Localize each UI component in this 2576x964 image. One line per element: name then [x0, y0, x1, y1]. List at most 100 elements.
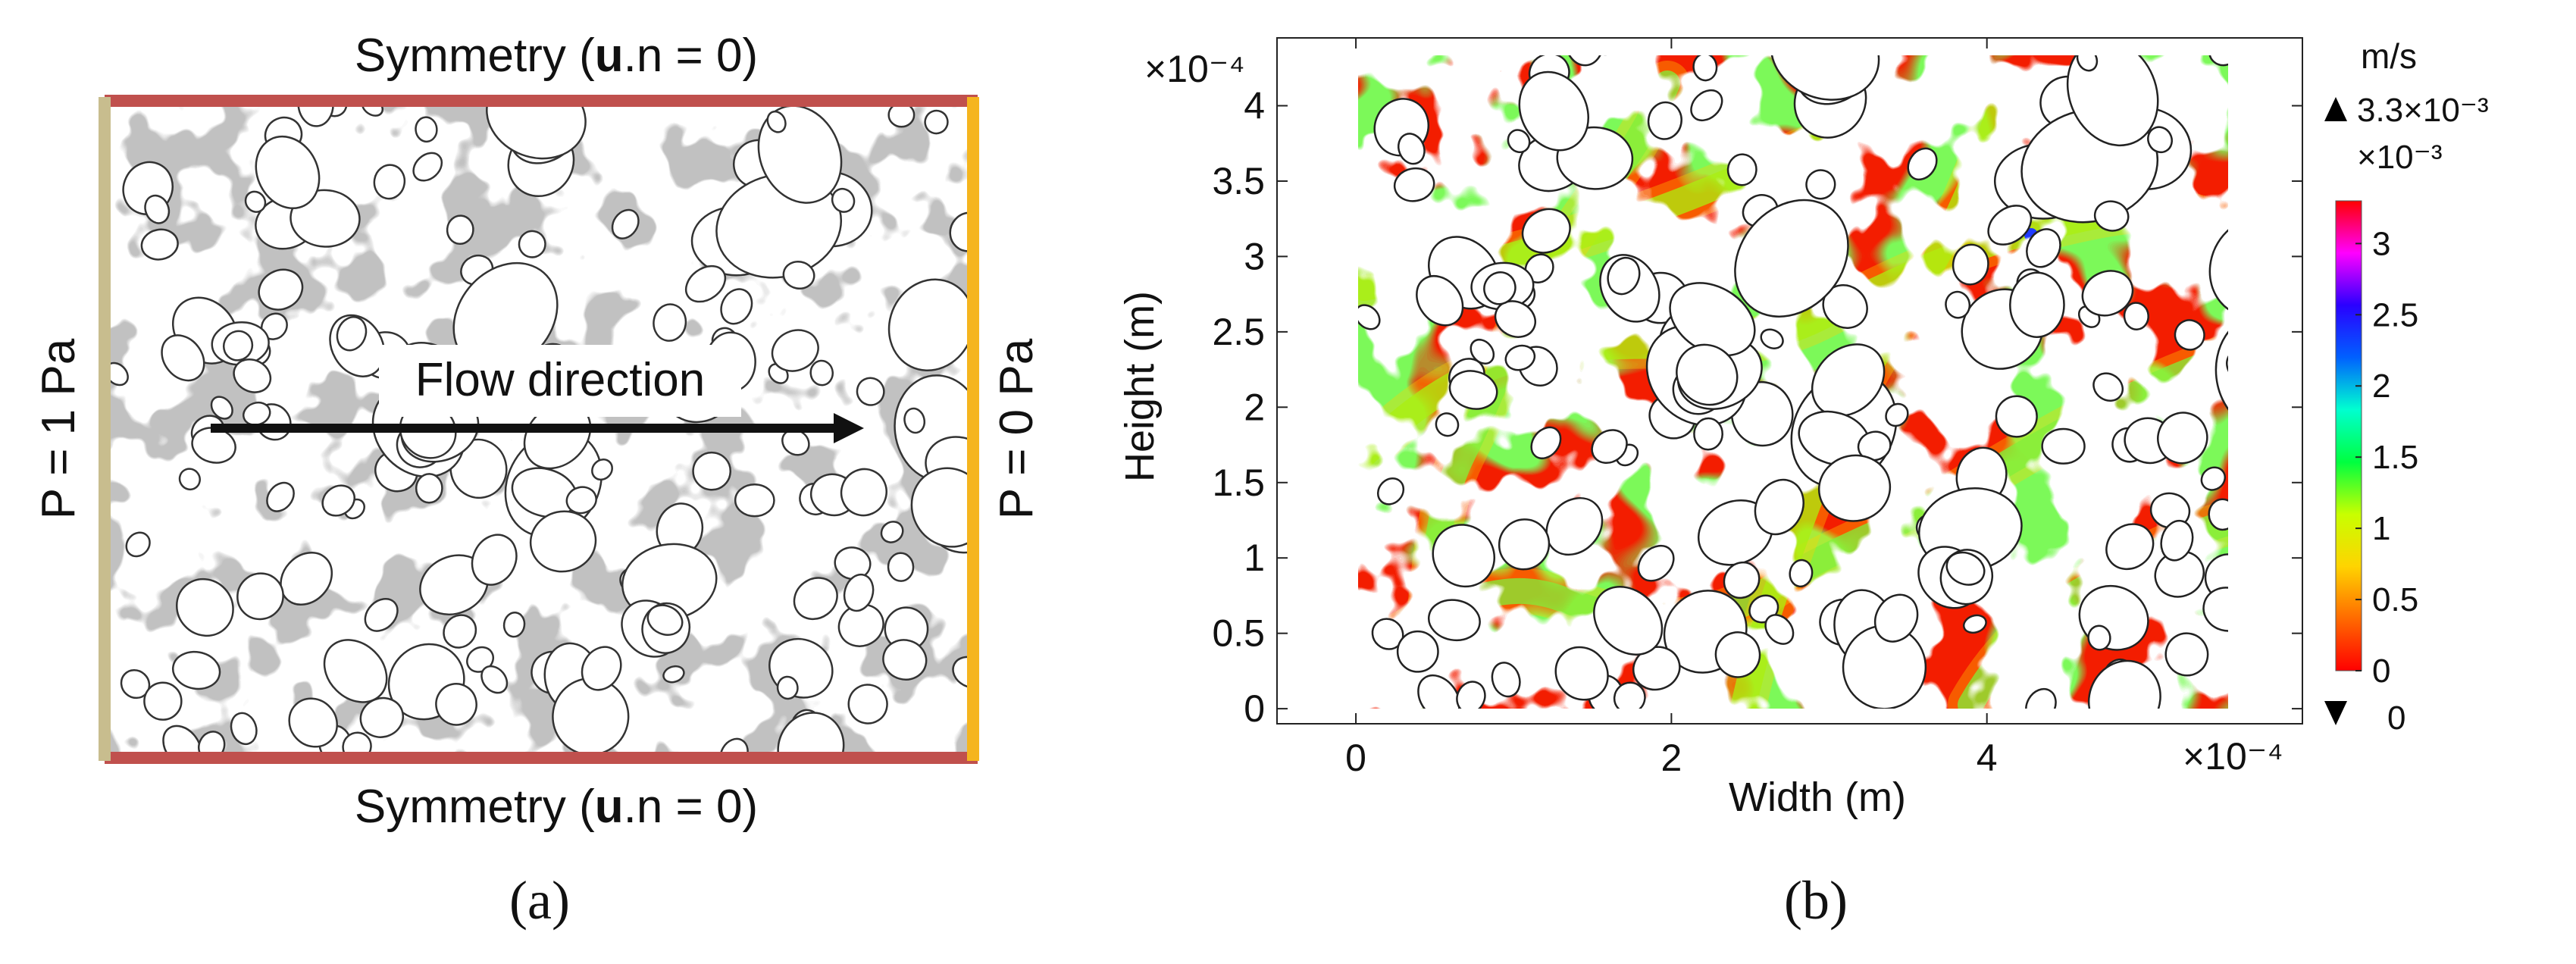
- pore-grain: [1427, 599, 1481, 642]
- pore-grain: [244, 190, 267, 213]
- pore-grain: [486, 101, 587, 160]
- pore-grain: [1483, 271, 1516, 305]
- pore-grain: [288, 697, 338, 748]
- pore-grain: [415, 473, 443, 504]
- pore-grain: [2081, 270, 2134, 317]
- pore-grain: [1530, 426, 1562, 460]
- pore-grain: [887, 552, 915, 582]
- pore-grain: [856, 377, 885, 406]
- pore-grain: [1907, 147, 1938, 181]
- pore-grain: [1498, 518, 1551, 571]
- pore-grain: [1647, 101, 1682, 140]
- pore-grain: [776, 675, 799, 700]
- pore-grain: [766, 110, 787, 133]
- pore-grain: [2087, 624, 2111, 651]
- pore-grain: [2214, 314, 2228, 431]
- y-tick-label: 3: [1244, 235, 1265, 277]
- y-multiplier: ×10⁻⁴: [1144, 48, 1245, 90]
- pore-grain: [1393, 167, 1435, 202]
- pore-grain: [435, 683, 477, 726]
- pore-grain: [646, 604, 684, 636]
- pore-grain: [2200, 466, 2227, 491]
- colorbar-tick-label: 1.5: [2372, 439, 2418, 476]
- pore-grain: [2208, 55, 2228, 67]
- pore-grain: [1692, 55, 1718, 82]
- pore-grain: [1952, 243, 1989, 286]
- pore-grain: [565, 486, 597, 515]
- pore-grain: [1593, 586, 1664, 656]
- pore-grain: [1491, 662, 1521, 698]
- pore-grain: [2105, 523, 2155, 571]
- pore-grain: [1995, 395, 2038, 438]
- pore-grain: [1591, 429, 1628, 465]
- pore-grain: [321, 484, 355, 517]
- pore-grain: [2092, 372, 2124, 402]
- pore-grain: [782, 261, 815, 290]
- colorbar: m/s 3.3×10⁻³ ×10⁻³ 0 0.5 1 1.5 2 2.5 3 0: [2324, 36, 2489, 737]
- pore-grain: [412, 152, 443, 182]
- pore-grain: [809, 359, 834, 387]
- pore-grain: [684, 264, 727, 303]
- pore-grain: [880, 521, 904, 543]
- pore-grain: [2093, 200, 2130, 232]
- pore-grains: [106, 101, 974, 757]
- pore-grain: [847, 684, 888, 725]
- pore-grain: [1376, 477, 1405, 505]
- pore-grain: [653, 303, 687, 342]
- pore-grain: [1432, 524, 1496, 588]
- pore-grain: [1396, 630, 1439, 673]
- caption-a: (a): [509, 870, 570, 931]
- colorbar-min-label: 0: [2387, 700, 2405, 737]
- pore-grain: [1764, 614, 1795, 645]
- bottom-boundary-label: Symmetry (u.n = 0): [355, 781, 758, 833]
- pore-grain: [1945, 290, 1971, 319]
- pore-grain: [1456, 681, 1486, 709]
- pore-grain: [793, 577, 838, 621]
- pore-grain: [230, 712, 258, 746]
- pore-grain: [771, 329, 819, 372]
- inlet-pressure-label: P = 1 Pa: [33, 338, 85, 519]
- pore-grain: [178, 468, 201, 491]
- pore-grain: [1760, 328, 1784, 349]
- y-tick-label: 0.5: [1212, 612, 1265, 655]
- pore-grain: [1690, 89, 1723, 122]
- pore-grain: [1448, 370, 1498, 410]
- y-tick-label: 2: [1244, 386, 1265, 428]
- pore-grain: [2202, 587, 2228, 632]
- pore-grain: [1358, 304, 1381, 330]
- pore-grain: [734, 483, 775, 518]
- pore-grain: [210, 396, 233, 420]
- pore-grain: [1521, 208, 1571, 254]
- pore-grain: [1726, 153, 1758, 186]
- pore-grain: [2208, 498, 2228, 531]
- pore-grain: [1693, 417, 1723, 451]
- pore-grain: [840, 468, 887, 517]
- pore-grain: [2164, 632, 2209, 677]
- pore-grain: [1554, 646, 1609, 701]
- axes-ticks: 0 2 4 0 0.5 1 1.5 2 2.5 3 3.5 4: [1212, 38, 2302, 779]
- pore-grain: [591, 459, 613, 481]
- pore-grain: [1518, 70, 1590, 152]
- pore-grains-b: [1358, 55, 2228, 709]
- pore-grain: [777, 712, 845, 757]
- pore-grain: [2123, 302, 2149, 330]
- pore-grain: [843, 573, 875, 612]
- colorbar-tick-label: 1: [2372, 510, 2390, 547]
- velocity-field: [1358, 55, 2228, 709]
- pore-grain: [143, 681, 183, 721]
- caption-b: (b): [1784, 870, 1848, 931]
- pore-grain: [258, 268, 304, 311]
- pore-grain: [222, 330, 254, 362]
- pore-grain: [529, 510, 597, 573]
- pore-grain: [611, 208, 640, 239]
- x-tick-label: 2: [1660, 737, 1682, 779]
- colorbar-max-label: 3.3×10⁻³: [2357, 92, 2489, 129]
- colorbar-tick-label: 2.5: [2372, 296, 2418, 333]
- colorbar-ticks: 0 0.5 1 1.5 2 2.5 3: [2355, 225, 2418, 690]
- pore-grain: [2208, 216, 2228, 318]
- pore-grain: [1417, 674, 1461, 709]
- pore-grain: [1817, 454, 1892, 522]
- pore-grain: [834, 546, 872, 581]
- pore-grain: [1811, 343, 1886, 418]
